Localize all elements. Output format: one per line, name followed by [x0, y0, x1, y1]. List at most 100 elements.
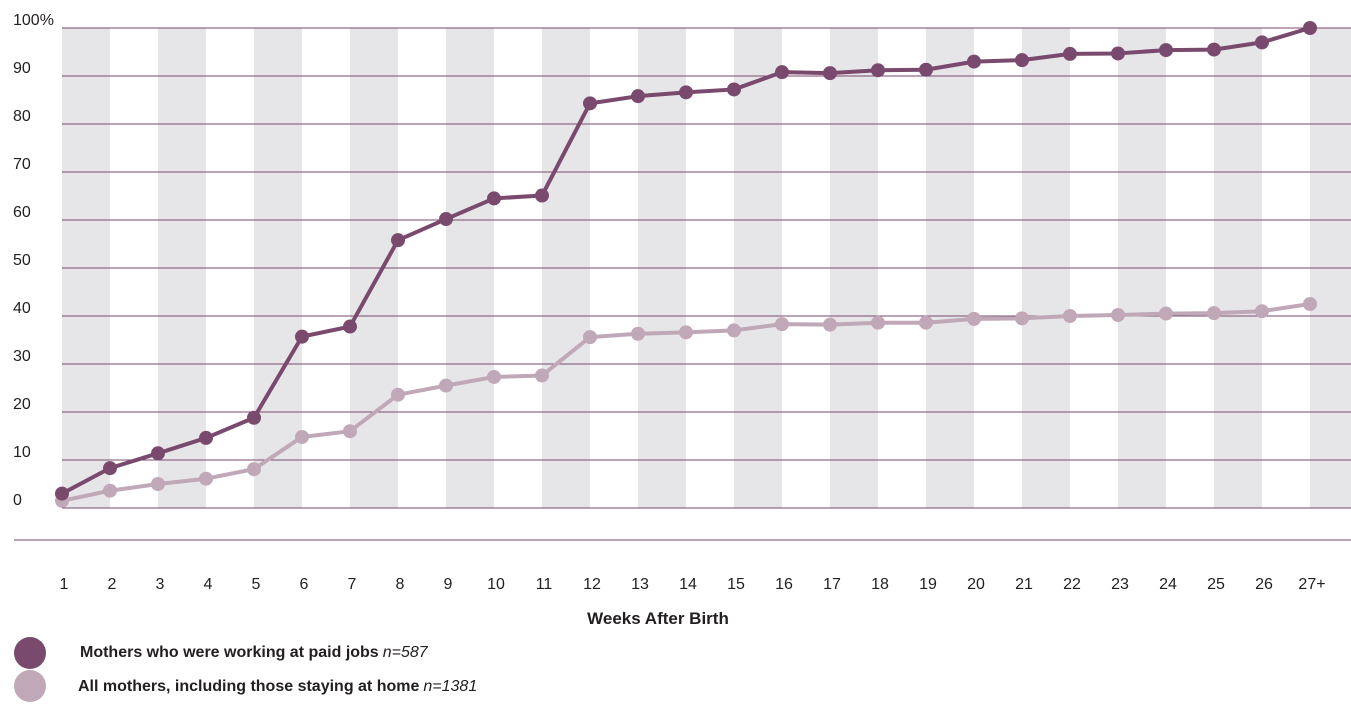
- legend-series-name: All mothers, including those staying at …: [78, 678, 420, 695]
- x-tick-label: 27+: [1298, 576, 1325, 593]
- legend-sample-size: n=1381: [423, 678, 478, 695]
- data-point: [439, 212, 453, 227]
- x-axis-label: Weeks After Birth: [587, 609, 729, 628]
- data-point: [391, 387, 405, 402]
- x-tick-label: 8: [396, 576, 405, 593]
- data-point: [1303, 21, 1317, 35]
- data-point: [295, 429, 309, 444]
- data-point: [487, 191, 501, 206]
- data-point: [1159, 306, 1173, 321]
- data-point: [775, 317, 789, 332]
- y-tick-label: 80: [13, 108, 31, 125]
- data-point: [535, 188, 549, 203]
- y-tick-label: 0: [13, 492, 22, 509]
- x-tick-label: 16: [775, 576, 793, 593]
- data-point: [199, 430, 213, 445]
- y-tick-label: 50: [13, 252, 31, 269]
- data-point: [1063, 309, 1077, 323]
- y-tick-label: 60: [13, 204, 31, 221]
- x-tick-label: 26: [1255, 576, 1273, 593]
- data-point: [871, 63, 885, 78]
- data-point: [871, 315, 885, 330]
- data-point: [1015, 53, 1029, 68]
- data-point: [775, 65, 789, 80]
- x-tick-label: 25: [1207, 576, 1225, 593]
- legend-label: All mothers, including those staying at …: [78, 678, 477, 696]
- y-tick-label: 30: [13, 348, 31, 365]
- data-point: [1303, 297, 1317, 311]
- x-tick-label: 7: [348, 576, 357, 593]
- legend-swatch-all-mothers: [14, 670, 46, 702]
- x-tick-label: 24: [1159, 576, 1177, 593]
- data-point: [151, 477, 165, 491]
- data-point: [343, 424, 357, 439]
- x-tick-label: 23: [1111, 576, 1129, 593]
- y-tick-label: 70: [13, 156, 31, 173]
- legend-label: Mothers who were working at paid jobs n=5…: [80, 644, 428, 662]
- data-point: [343, 319, 357, 334]
- y-tick-label: 20: [13, 396, 31, 413]
- data-point: [247, 462, 261, 477]
- data-point: [679, 325, 693, 340]
- x-tick-label: 3: [156, 576, 165, 593]
- y-tick-label: 40: [13, 300, 31, 317]
- legend-sample-size: n=587: [382, 644, 428, 661]
- data-point: [535, 368, 549, 383]
- data-point: [1255, 35, 1269, 50]
- data-point: [727, 323, 741, 338]
- data-point: [727, 82, 741, 97]
- data-point: [1111, 308, 1125, 323]
- data-point: [103, 461, 117, 476]
- data-point: [1111, 46, 1125, 61]
- x-tick-label: 19: [919, 576, 937, 593]
- x-tick-label: 11: [536, 576, 553, 593]
- data-point: [1063, 46, 1077, 61]
- series-1: [55, 297, 1317, 508]
- x-tick-label: 18: [871, 576, 889, 593]
- x-tick-label: 17: [823, 576, 841, 593]
- data-point: [55, 486, 69, 501]
- y-tick-label: 90: [13, 60, 31, 77]
- legend-item-working-mothers: Mothers who were working at paid jobs n=5…: [0, 636, 700, 670]
- data-point: [679, 85, 693, 100]
- legend-swatch-working-mothers: [14, 637, 46, 669]
- x-tick-label: 6: [300, 576, 309, 593]
- x-tick-label: 21: [1015, 576, 1033, 593]
- data-point: [583, 330, 597, 345]
- data-point: [391, 233, 405, 248]
- x-tick-label: 5: [252, 576, 261, 593]
- data-point: [631, 89, 645, 104]
- x-tick-label: 20: [967, 576, 985, 593]
- x-tick-label: 12: [583, 576, 601, 593]
- data-point: [967, 54, 981, 69]
- data-point: [823, 317, 837, 332]
- x-tick-label: 2: [108, 576, 117, 593]
- x-tick-label: 9: [444, 576, 453, 593]
- legend-series-name: Mothers who were working at paid jobs: [80, 644, 379, 661]
- data-point: [631, 326, 645, 341]
- y-tick-label: 100%: [13, 12, 54, 29]
- data-point: [1207, 306, 1221, 321]
- data-point: [919, 62, 933, 77]
- x-tick-label: 22: [1063, 576, 1081, 593]
- data-point: [1207, 42, 1221, 57]
- x-axis-ticks: 1 2 3 4 5 6 7 8 9 10 11 12 13 14 15 16 17 18 19 20 21 22 23 24 2…: [60, 576, 1326, 593]
- data-point: [823, 66, 837, 81]
- x-tick-label: 13: [631, 576, 649, 593]
- series-0: [55, 21, 1317, 501]
- x-tick-label: 10: [487, 576, 505, 593]
- y-axis-ticks: 0 10 20 30 40 50 60 70 80 90 100%: [13, 12, 54, 509]
- data-point: [199, 471, 213, 486]
- data-point: [103, 483, 117, 498]
- data-point: [1255, 304, 1269, 319]
- x-tick-label: 15: [727, 576, 745, 593]
- data-point: [1015, 311, 1029, 326]
- x-tick-label: 14: [679, 576, 697, 593]
- x-tick-label: 1: [60, 576, 69, 593]
- series-group: [55, 21, 1317, 508]
- data-point: [247, 410, 261, 425]
- data-point: [439, 378, 453, 393]
- legend-item-all-mothers: All mothers, including those staying at …: [0, 670, 700, 704]
- data-point: [967, 311, 981, 326]
